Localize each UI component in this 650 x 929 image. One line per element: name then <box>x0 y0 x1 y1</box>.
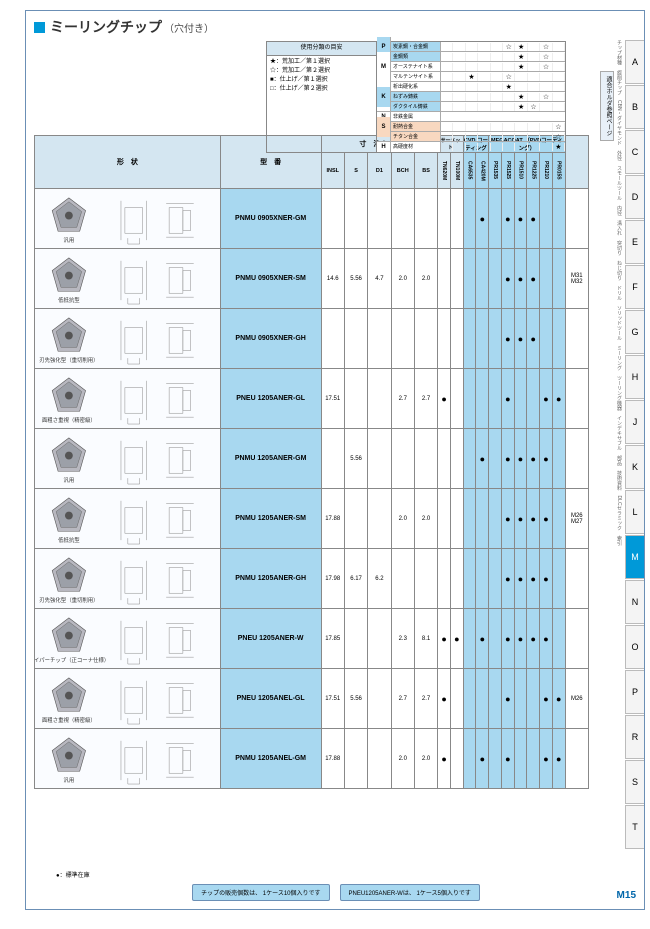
svg-text:汎用: 汎用 <box>63 776 74 784</box>
model-number: PNMU 1205ANER-GM <box>220 429 321 489</box>
svg-text:ワイパーチップ（正コーナ仕様）: ワイパーチップ（正コーナ仕様） <box>35 656 109 664</box>
stock-legend: ●：標準在庫 <box>56 870 90 879</box>
model-number: PNMU 1205ANEL-GM <box>220 729 321 789</box>
table-row: 低抵抗型 PNMU 1205ANER-SM17.882.02.0●●●●M26 … <box>35 489 589 549</box>
footer-note: PNEU1205ANER-Wは、 1ケース5個入りです <box>340 884 480 901</box>
model-number: PNEU 1205ANEL-GL <box>220 669 321 729</box>
table-row: 汎用 PNMU 1205ANER-GM5.56●●●●● <box>35 429 589 489</box>
model-number: PNEU 1205ANER-GL <box>220 369 321 429</box>
svg-text:低抵抗型: 低抵抗型 <box>58 536 80 544</box>
title-row: ミーリングチップ （穴付き） <box>26 11 644 43</box>
model-number: PNMU 0905XNER-GH <box>220 309 321 369</box>
model-number: PNMU 0905XNER-GM <box>220 189 321 249</box>
footer-notes: チップの販売個数は、 1ケース10個入りです PNEU1205ANER-Wは、 1… <box>26 884 646 901</box>
svg-text:汎用: 汎用 <box>63 236 74 244</box>
table-row: ワイパーチップ（正コーナ仕様） PNEU 1205ANER-W17.852.38… <box>35 609 589 669</box>
svg-text:汎用: 汎用 <box>63 476 74 484</box>
model-number: PNMU 1205ANER-SM <box>220 489 321 549</box>
table-row: 面粗さ重視（精密級） PNEU 1205ANER-GL17.512.72.7●●… <box>35 369 589 429</box>
page-frame: ミーリングチップ （穴付き） 使用分類の目安 ★：荒加工／第１選択☆：荒加工／第… <box>25 10 645 910</box>
spec-table: 形 状 型 番 寸 法 (mm) サーメット CVD コーティング MEGACO… <box>34 135 589 789</box>
model-number: PNMU 0905XNER-SM <box>220 249 321 309</box>
table-row: 低抵抗型 PNMU 0905XNER-SM14.65.564.72.02.0●●… <box>35 249 589 309</box>
title-marker <box>34 22 45 33</box>
page-title: ミーリングチップ <box>50 17 162 37</box>
legend-materials: P炭素鋼・合金鋼☆★☆金鋼類★☆Mオーステナイト系★☆マルテンサイト系★☆析出硬… <box>377 42 565 152</box>
table-row: 刃先強化型（重切削用） PNMU 0905XNER-GH●●● <box>35 309 589 369</box>
footer-note: チップの販売個数は、 1ケース10個入りです <box>192 884 329 901</box>
model-number: PNMU 1205ANER-GH <box>220 549 321 609</box>
legend-left: 使用分類の目安 ★：荒加工／第１選択☆：荒加工／第２選択■：仕上げ／第１選択□：… <box>267 42 377 152</box>
svg-text:面粗さ重視（精密級）: 面粗さ重視（精密級） <box>42 416 96 424</box>
holder-ref-label: 適合ホルダ参照ページ <box>600 71 614 141</box>
table-row: 面粗さ重視（精密級） PNEU 1205ANEL-GL17.515.562.72… <box>35 669 589 729</box>
page-number: M15 <box>617 890 636 901</box>
legend-heading: 使用分類の目安 <box>267 42 376 56</box>
legend-box: 使用分類の目安 ★：荒加工／第１選択☆：荒加工／第２選択■：仕上げ／第１選択□：… <box>266 41 566 153</box>
table-row: 汎用 PNMU 0905XNER-GM●●●● <box>35 189 589 249</box>
svg-text:刃先強化型（重切削用）: 刃先強化型（重切削用） <box>39 356 98 364</box>
svg-text:低抵抗型: 低抵抗型 <box>58 296 80 304</box>
svg-text:面粗さ重視（精密級）: 面粗さ重視（精密級） <box>42 716 96 724</box>
svg-text:刃先強化型（重切削用）: 刃先強化型（重切削用） <box>39 596 98 604</box>
table-row: 汎用 PNMU 1205ANEL-GM17.882.02.0●●●●● <box>35 729 589 789</box>
page-title-suffix: （穴付き） <box>164 20 214 35</box>
model-number: PNEU 1205ANER-W <box>220 609 321 669</box>
table-row: 刃先強化型（重切削用） PNMU 1205ANER-GH17.986.176.2… <box>35 549 589 609</box>
